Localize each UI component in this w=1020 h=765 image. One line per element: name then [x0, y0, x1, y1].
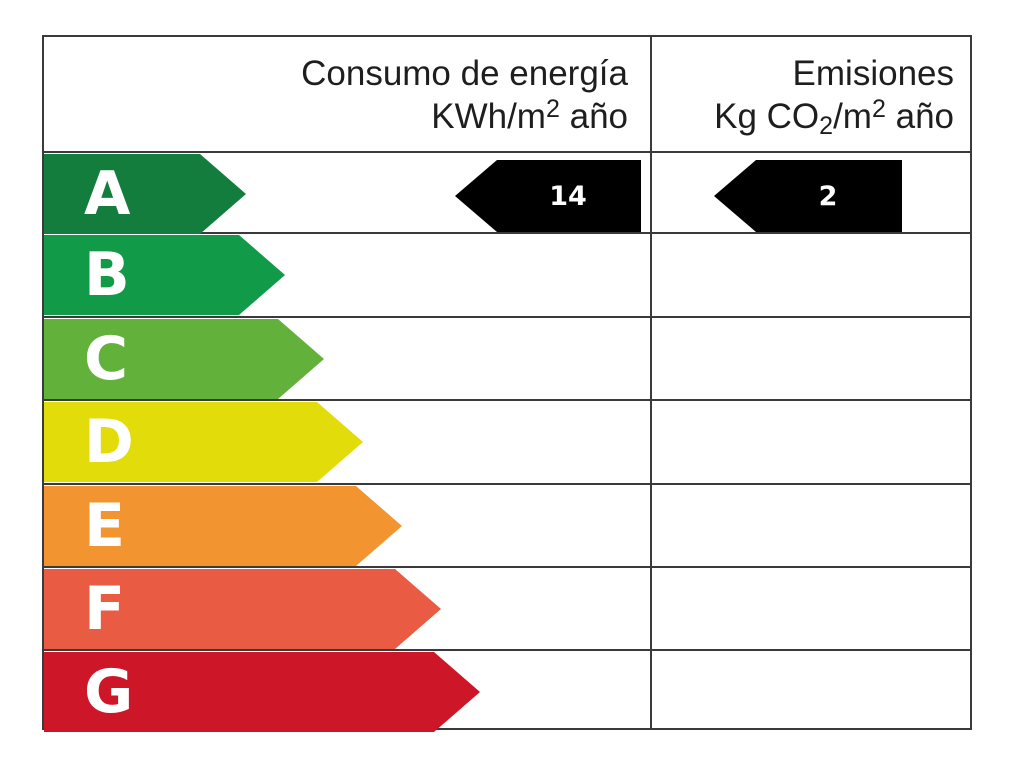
energy-label: Consumo de energía KWh/m2 año Emisiones …	[42, 35, 972, 732]
energy-band-a: A	[44, 154, 246, 234]
energy-band-d: D	[44, 402, 363, 482]
band-arrow-shape	[44, 235, 285, 315]
column-divider	[650, 37, 652, 728]
energy-band-b: B	[44, 235, 285, 315]
band-arrow-shape	[44, 319, 324, 399]
energy-band-e: E	[44, 486, 402, 566]
row-divider	[44, 316, 970, 318]
band-letter: A	[84, 159, 131, 229]
energy-unit: KWh/m2 año	[44, 95, 628, 138]
emissions-unit-sup: 2	[871, 95, 886, 123]
row-divider	[44, 151, 970, 153]
energy-band-c: C	[44, 319, 324, 399]
band-letter: G	[84, 657, 134, 727]
energy-header: Consumo de energía KWh/m2 año	[44, 37, 650, 152]
band-letter: C	[84, 324, 129, 394]
emissions-rating-value: 2	[818, 180, 838, 212]
band-arrow-shape	[44, 402, 363, 482]
energy-title: Consumo de energía	[301, 54, 628, 93]
energy-unit-sup: 2	[545, 95, 560, 123]
emissions-unit-sub: 2	[819, 112, 834, 140]
band-letter: E	[84, 491, 125, 561]
band-letter: D	[84, 407, 134, 477]
energy-unit-year: año	[559, 97, 628, 136]
row-divider	[44, 483, 970, 485]
row-divider	[44, 399, 970, 401]
emissions-header: Emisiones Kg CO2/m2 año	[652, 37, 972, 152]
row-divider	[44, 649, 970, 651]
band-arrow-shape	[44, 154, 246, 234]
row-divider	[44, 232, 970, 234]
emissions-unit-mid: /m	[833, 97, 872, 136]
band-arrow-shape	[44, 569, 441, 649]
energy-rating-pointer: 14	[455, 160, 641, 232]
emissions-unit-year: año	[885, 97, 954, 136]
emissions-unit-text: Kg CO	[714, 97, 820, 136]
pointer-arrow-shape	[455, 160, 641, 232]
pointer-arrow-shape	[714, 160, 902, 232]
row-divider	[44, 566, 970, 568]
energy-band-f: F	[44, 569, 441, 649]
emissions-title: Emisiones	[792, 54, 954, 93]
energy-unit-text: KWh/m	[431, 97, 546, 136]
emissions-rating-pointer: 2	[714, 160, 902, 232]
energy-band-g: G	[44, 652, 480, 732]
band-arrow-shape	[44, 652, 480, 732]
band-letter: F	[84, 574, 125, 644]
energy-rating-value: 14	[549, 180, 587, 212]
band-letter: B	[84, 240, 130, 310]
emissions-unit: Kg CO2/m2 año	[652, 95, 954, 140]
band-arrow-shape	[44, 486, 402, 566]
